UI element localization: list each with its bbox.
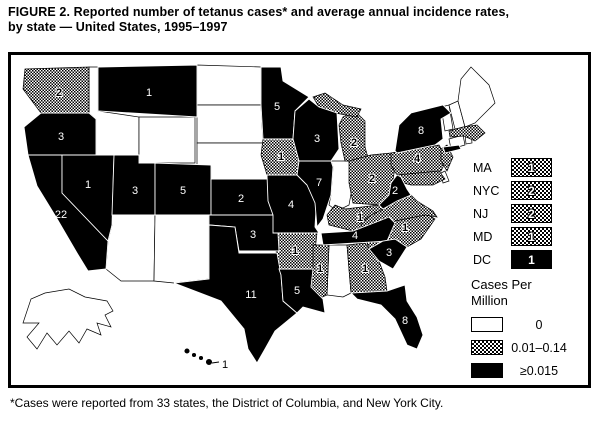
callout-label-MA: MA	[473, 160, 492, 175]
state-case-count-FL: 8	[402, 315, 408, 327]
state-case-count-WV: 2	[392, 185, 398, 197]
side-callouts: MA 1 NYC 2 NJ 2 MD 1 DC 1	[473, 158, 552, 273]
legend-swatch-low	[471, 340, 503, 355]
callout-label-DC: DC	[473, 252, 492, 267]
state-case-count-MT: 1	[146, 87, 152, 99]
state-NV	[61, 154, 115, 242]
state-HI-island	[191, 352, 197, 358]
callout-row-MA: MA 1	[473, 158, 552, 177]
legend-title-line2: Million	[471, 293, 508, 308]
figure-title-line1: FIGURE 2. Reported number of tetanus cas…	[8, 5, 510, 19]
state-case-count-NV: 1	[85, 179, 91, 191]
state-case-count-NY: 8	[418, 125, 424, 137]
state-SD	[196, 104, 264, 144]
callout-label-NJ: NJ	[473, 206, 489, 221]
state-case-count-NC: 1	[402, 222, 408, 234]
state-case-count-TN: 4	[352, 230, 358, 242]
callout-value-swatch-NJ: 2	[511, 204, 552, 223]
callout-value-swatch-MD: 1	[511, 227, 552, 246]
callout-row-DC: DC 1	[473, 250, 552, 269]
state-ME	[457, 66, 496, 128]
figure-title: FIGURE 2. Reported number of tetanus cas…	[8, 5, 604, 35]
callout-row-MD: MD 1	[473, 227, 552, 246]
state-MT	[97, 64, 198, 118]
state-case-count-PA: 4	[414, 153, 421, 165]
state-HI-island	[183, 347, 191, 355]
state-SC	[368, 238, 408, 270]
legend-item-zero: 0	[471, 317, 575, 332]
state-case-count-MI: 2	[351, 137, 357, 149]
callout-label-MD: MD	[473, 229, 493, 244]
state-case-count-MN: 5	[274, 101, 280, 113]
callout-row-NYC: NYC 2	[473, 181, 552, 200]
state-TX	[173, 224, 298, 364]
state-NM	[153, 214, 210, 284]
state-case-count-MS: 1	[317, 263, 323, 275]
state-case-count-SC: 3	[386, 247, 392, 259]
legend-title: Cases Per Million	[471, 277, 581, 309]
state-case-count-IL: 7	[316, 177, 322, 189]
state-case-count-TX: 11	[245, 289, 256, 301]
state-WY	[138, 116, 196, 164]
state-case-count-LA: 5	[294, 285, 300, 297]
state-case-count-WI: 3	[314, 133, 320, 145]
state-LA	[278, 268, 326, 314]
state-case-count-UT: 3	[132, 185, 138, 197]
state-NY	[442, 144, 462, 154]
legend-label-zero: 0	[535, 317, 543, 332]
state-HI-island	[198, 355, 204, 361]
legend-swatch-zero	[471, 317, 503, 332]
legend-swatch-high	[471, 363, 503, 378]
state-case-count-OH: 2	[369, 173, 375, 185]
state-case-count-OK: 3	[250, 229, 256, 241]
state-TN	[320, 216, 396, 246]
callout-row-NJ: NJ 2	[473, 204, 552, 223]
legend-title-line1: Cases Per	[471, 277, 532, 292]
state-ND	[196, 64, 262, 106]
state-case-count-KY: 1	[357, 212, 363, 224]
state-case-count-MO: 4	[288, 199, 294, 211]
state-case-count-OR: 3	[58, 131, 64, 143]
state-MA	[448, 124, 486, 142]
state-case-count-GA: 1	[362, 263, 368, 275]
state-AZ	[105, 214, 156, 282]
callout-value-swatch-NYC: 2	[511, 181, 552, 200]
state-WV	[378, 174, 412, 210]
state-case-count-HI: 1	[222, 359, 228, 371]
state-case-count-CO: 5	[180, 185, 186, 197]
state-case-count-AR: 1	[292, 245, 298, 257]
state-FL	[349, 284, 424, 350]
state-case-count-WA: 2	[56, 87, 62, 99]
figure-title-line2: by state — United States, 1995–1997	[8, 20, 228, 34]
callout-value-swatch-DC: 1	[511, 250, 552, 269]
hawaii-pointer-line	[211, 361, 220, 364]
state-IL	[296, 160, 334, 229]
state-PA	[390, 144, 448, 176]
state-AK	[22, 288, 114, 350]
state-MI	[338, 110, 370, 162]
map-legend: Cases Per Million 0 0.01–0.14 ≥0.015	[471, 277, 581, 378]
state-NY	[394, 104, 452, 154]
state-case-count-IA: 1	[278, 151, 284, 163]
figure-footnote: *Cases were reported from 33 states, the…	[10, 396, 444, 410]
callout-label-NYC: NYC	[473, 183, 500, 198]
legend-label-low: 0.01–0.14	[511, 340, 567, 355]
state-case-count-CA: 22	[55, 209, 67, 221]
state-case-count-KS: 2	[238, 193, 244, 205]
state-HI-island	[205, 358, 213, 366]
callout-value-swatch-MA: 1	[511, 158, 552, 177]
legend-item-high: ≥0.015	[471, 363, 575, 378]
legend-label-high: ≥0.015	[519, 363, 559, 378]
state-WI	[292, 98, 340, 162]
legend-item-low: 0.01–0.14	[471, 340, 575, 355]
figure-frame: 2 1 1 2 2 1 1 1 1 4 3 22 1 1 3 5 2 3 11 5 4 5 3 7 4 8 3 2 8 1 MA 1 NYC 2…	[8, 52, 591, 388]
